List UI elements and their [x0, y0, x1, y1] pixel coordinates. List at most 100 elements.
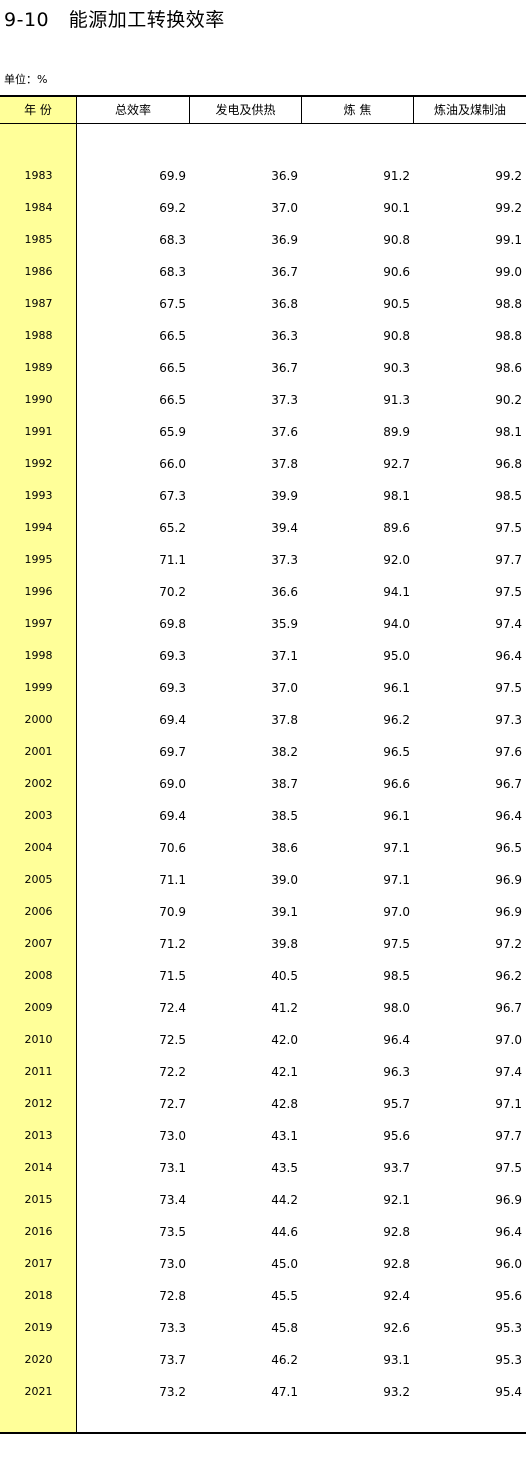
page-title: 9-10 能源加工转换效率	[4, 9, 225, 31]
cell-coking: 95.6	[383, 1129, 410, 1143]
cell-total-efficiency: 69.3	[159, 681, 186, 695]
cell-power-heat: 36.7	[271, 361, 298, 375]
cell-coking: 89.6	[383, 521, 410, 535]
cell-power-heat: 38.2	[271, 745, 298, 759]
cell-total-efficiency: 71.1	[159, 873, 186, 887]
table-row: 2006 70.9 39.1 97.0 96.9	[0, 889, 526, 921]
cell-year: 2019	[24, 1321, 53, 1334]
cell-refining: 96.2	[495, 969, 522, 983]
cell-power-heat: 42.1	[271, 1065, 298, 1079]
cell-refining: 96.7	[495, 777, 522, 791]
table-row: 2005 71.1 39.0 97.1 96.9	[0, 857, 526, 889]
cell-refining: 97.5	[495, 521, 522, 535]
cell-refining: 99.2	[495, 201, 522, 215]
cell-coking: 95.7	[383, 1097, 410, 1111]
cell-coking: 98.5	[383, 969, 410, 983]
table-row: 2002 69.0 38.7 96.6 96.7	[0, 761, 526, 793]
cell-power-heat: 47.1	[271, 1385, 298, 1399]
cell-year: 2004	[24, 841, 53, 854]
table-row: 1997 69.8 35.9 94.0 97.4	[0, 601, 526, 633]
table-row: 2021 73.2 47.1 93.2 95.4	[0, 1369, 526, 1401]
cell-refining: 97.7	[495, 1129, 522, 1143]
cell-year: 1984	[24, 201, 53, 214]
header-power-heat: 发电及供热	[190, 97, 302, 123]
cell-power-heat: 45.5	[271, 1289, 298, 1303]
cell-coking: 92.8	[383, 1225, 410, 1239]
cell-refining: 97.5	[495, 1161, 522, 1175]
cell-refining: 96.7	[495, 1001, 522, 1015]
cell-power-heat: 45.8	[271, 1321, 298, 1335]
cell-total-efficiency: 66.5	[159, 361, 186, 375]
cell-refining: 97.2	[495, 937, 522, 951]
table-row: 2008 71.5 40.5 98.5 96.2	[0, 953, 526, 985]
cell-year: 1999	[24, 681, 53, 694]
cell-year: 2000	[24, 713, 53, 726]
cell-coking: 92.4	[383, 1289, 410, 1303]
cell-total-efficiency: 69.9	[159, 169, 186, 183]
cell-year: 2010	[24, 1033, 53, 1046]
cell-power-heat: 39.4	[271, 521, 298, 535]
table-row: 2000 69.4 37.8 96.2 97.3	[0, 697, 526, 729]
cell-power-heat: 37.3	[271, 553, 298, 567]
cell-refining: 96.8	[495, 457, 522, 471]
table-row: 1988 66.5 36.3 90.8 98.8	[0, 313, 526, 345]
cell-power-heat: 39.1	[271, 905, 298, 919]
cell-coking: 98.0	[383, 1001, 410, 1015]
cell-coking: 96.1	[383, 809, 410, 823]
cell-year: 2008	[24, 969, 53, 982]
year-column-background	[0, 97, 77, 1432]
cell-year: 2018	[24, 1289, 53, 1302]
cell-coking: 92.7	[383, 457, 410, 471]
table-row: 2011 72.2 42.1 96.3 97.4	[0, 1049, 526, 1081]
cell-year: 2020	[24, 1353, 53, 1366]
cell-refining: 98.6	[495, 361, 522, 375]
cell-year: 2011	[24, 1065, 53, 1078]
cell-total-efficiency: 66.0	[159, 457, 186, 471]
table-row: 2016 73.5 44.6 92.8 96.4	[0, 1209, 526, 1241]
cell-power-heat: 39.0	[271, 873, 298, 887]
cell-total-efficiency: 68.3	[159, 265, 186, 279]
cell-year: 1998	[24, 649, 53, 662]
cell-year: 2012	[24, 1097, 53, 1110]
cell-total-efficiency: 71.5	[159, 969, 186, 983]
cell-coking: 96.2	[383, 713, 410, 727]
cell-power-heat: 43.1	[271, 1129, 298, 1143]
cell-power-heat: 37.1	[271, 649, 298, 663]
cell-power-heat: 45.0	[271, 1257, 298, 1271]
cell-coking: 97.5	[383, 937, 410, 951]
cell-refining: 97.7	[495, 553, 522, 567]
cell-year: 2002	[24, 777, 53, 790]
table-row: 1983 69.9 36.9 91.2 99.2	[0, 153, 526, 185]
cell-refining: 95.6	[495, 1289, 522, 1303]
cell-coking: 90.6	[383, 265, 410, 279]
cell-year: 2014	[24, 1161, 53, 1174]
cell-refining: 98.8	[495, 329, 522, 343]
cell-power-heat: 36.3	[271, 329, 298, 343]
cell-power-heat: 37.6	[271, 425, 298, 439]
cell-year: 2016	[24, 1225, 53, 1238]
table-row: 1990 66.5 37.3 91.3 90.2	[0, 377, 526, 409]
cell-refining: 97.3	[495, 713, 522, 727]
cell-total-efficiency: 69.4	[159, 713, 186, 727]
cell-power-heat: 44.2	[271, 1193, 298, 1207]
cell-refining: 97.6	[495, 745, 522, 759]
cell-total-efficiency: 66.5	[159, 393, 186, 407]
table-row: 2014 73.1 43.5 93.7 97.5	[0, 1145, 526, 1177]
cell-year: 2006	[24, 905, 53, 918]
cell-year: 2001	[24, 745, 53, 758]
cell-power-heat: 38.6	[271, 841, 298, 855]
table-row: 1984 69.2 37.0 90.1 99.2	[0, 185, 526, 217]
cell-refining: 97.4	[495, 617, 522, 631]
cell-power-heat: 36.8	[271, 297, 298, 311]
cell-total-efficiency: 72.8	[159, 1289, 186, 1303]
table-row: 1985 68.3 36.9 90.8 99.1	[0, 217, 526, 249]
cell-total-efficiency: 69.8	[159, 617, 186, 631]
cell-year: 1988	[24, 329, 53, 342]
cell-refining: 96.4	[495, 809, 522, 823]
cell-power-heat: 44.6	[271, 1225, 298, 1239]
cell-refining: 99.0	[495, 265, 522, 279]
cell-total-efficiency: 68.3	[159, 233, 186, 247]
cell-power-heat: 38.7	[271, 777, 298, 791]
cell-total-efficiency: 73.1	[159, 1161, 186, 1175]
cell-total-efficiency: 73.0	[159, 1129, 186, 1143]
